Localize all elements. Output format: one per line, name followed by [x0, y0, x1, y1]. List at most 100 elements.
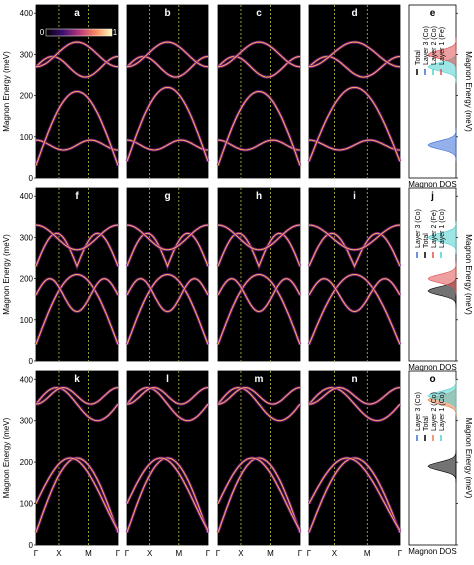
magnon-band	[35, 55, 119, 78]
dos-curve	[427, 128, 457, 162]
legend-entry: Layer 2 (Fe)	[431, 210, 438, 248]
magnon-band	[217, 278, 301, 313]
panel-l: l Γ X M Γ	[125, 370, 211, 558]
x-tick-label: Γ	[307, 549, 312, 558]
legend-entry: Layer 3 (Co)	[423, 26, 430, 65]
x-tick-label: Γ	[216, 549, 221, 558]
chart-row-2: Magnon Energy (meV) 0 100 200 300 400 f g h i j Lay…	[2, 187, 473, 372]
panel-label: o	[429, 374, 435, 385]
magnon-band	[217, 457, 301, 531]
y-tick-label: 200	[20, 458, 34, 467]
magnon-band	[35, 278, 119, 313]
panel-label: b	[164, 8, 170, 19]
panel-label: l	[166, 374, 169, 385]
magnon-band	[126, 232, 209, 268]
magnon-band	[126, 457, 209, 531]
dos-curve	[427, 449, 457, 483]
x-tick-label: M	[364, 549, 371, 558]
magnon-band	[126, 224, 209, 251]
magnon-band	[308, 457, 401, 533]
y-tick-label: 0	[29, 357, 34, 366]
dos-energy-label: Magnon Energy (meV)	[464, 234, 473, 315]
dos-curve	[427, 379, 457, 413]
magnon-band	[35, 457, 119, 533]
magnon-band	[126, 55, 209, 78]
magnon-band	[308, 224, 401, 251]
dos-panel-o: o Layer 3 (Co) Total Layer 2 (Co) Layer 1 (C…	[408, 370, 473, 556]
panel-i: i	[307, 187, 402, 362]
magnon-band	[217, 90, 301, 166]
y-axis-label: Magnon Energy (meV)	[2, 417, 11, 498]
dos-energy-label: Magnon Energy (meV)	[464, 51, 473, 132]
magnon-band	[126, 387, 209, 422]
magnon-band	[217, 387, 301, 422]
magnon-band	[308, 457, 401, 531]
magnon-band	[308, 278, 401, 313]
panel-label: j	[430, 191, 434, 202]
magnon-band	[35, 457, 119, 531]
colorbar-max-label: 1	[113, 28, 118, 37]
panel-label: i	[353, 191, 356, 202]
x-tick-label: X	[238, 549, 244, 558]
panel-label: k	[74, 374, 80, 385]
dos-curve	[427, 37, 457, 71]
chart-row-3: Magnon Energy (meV) 0 100 200 300 400 k Γ X M Γl Γ X…	[2, 370, 473, 558]
x-tick-label: M	[85, 549, 92, 558]
panel-k: k Γ X M Γ	[34, 370, 121, 558]
panel-label: m	[255, 374, 264, 385]
panel-label: n	[351, 374, 357, 385]
magnon-band	[35, 273, 119, 345]
panel-g: g	[125, 187, 210, 362]
x-tick-label: Γ	[398, 549, 403, 558]
y-tick-label: 100	[20, 500, 34, 509]
y-tick-label: 200	[20, 92, 34, 101]
magnon-band	[35, 224, 119, 251]
magnon-band	[126, 278, 209, 313]
magnon-band	[308, 86, 401, 162]
magnon-band	[126, 387, 209, 405]
panel-b: b	[125, 4, 210, 179]
y-tick-label: 400	[20, 9, 34, 18]
magnon-band	[217, 273, 301, 345]
magnon-band	[126, 273, 209, 345]
colorbar-gradient	[45, 28, 113, 37]
panel-label: c	[256, 8, 262, 19]
magnon-band	[217, 457, 301, 533]
panel-h: h	[216, 187, 302, 362]
magnon-band	[35, 90, 119, 166]
dos-curve	[427, 220, 457, 254]
y-tick-label: 400	[20, 375, 34, 384]
panel-label: f	[75, 191, 79, 202]
y-tick-label: 300	[20, 233, 34, 242]
x-tick-label: Γ	[116, 549, 121, 558]
legend-entry: Total	[423, 233, 430, 248]
magnon-band	[126, 139, 209, 151]
dos-energy-label: Magnon Energy (meV)	[464, 418, 473, 499]
magnon-band	[217, 41, 301, 68]
dos-curve	[427, 262, 457, 296]
panel-label: d	[351, 8, 357, 19]
legend-entry: Layer 1 (Co)	[439, 392, 446, 431]
panel-label: a	[74, 8, 80, 19]
dos-axis-label: Magnon DOS	[408, 363, 456, 372]
panel-label: h	[256, 191, 262, 202]
y-axis-label: Magnon Energy (meV)	[2, 234, 11, 315]
magnon-band	[126, 86, 209, 162]
y-tick-label: 400	[20, 192, 34, 201]
magnon-band	[308, 387, 401, 405]
magnon-band	[308, 55, 401, 78]
panel-label: g	[164, 191, 170, 202]
magnon-band	[217, 387, 301, 405]
y-tick-label: 300	[20, 50, 34, 59]
magnon-band	[126, 457, 209, 533]
y-tick-label: 200	[20, 275, 34, 284]
panel-c: c	[216, 4, 302, 179]
magnon-band	[217, 224, 301, 251]
magnon-band	[35, 387, 119, 422]
magnon-band	[217, 55, 301, 78]
panel-m: m Γ X M Γ	[216, 370, 303, 558]
magnon-band	[308, 139, 401, 151]
panel-label: e	[430, 8, 436, 19]
